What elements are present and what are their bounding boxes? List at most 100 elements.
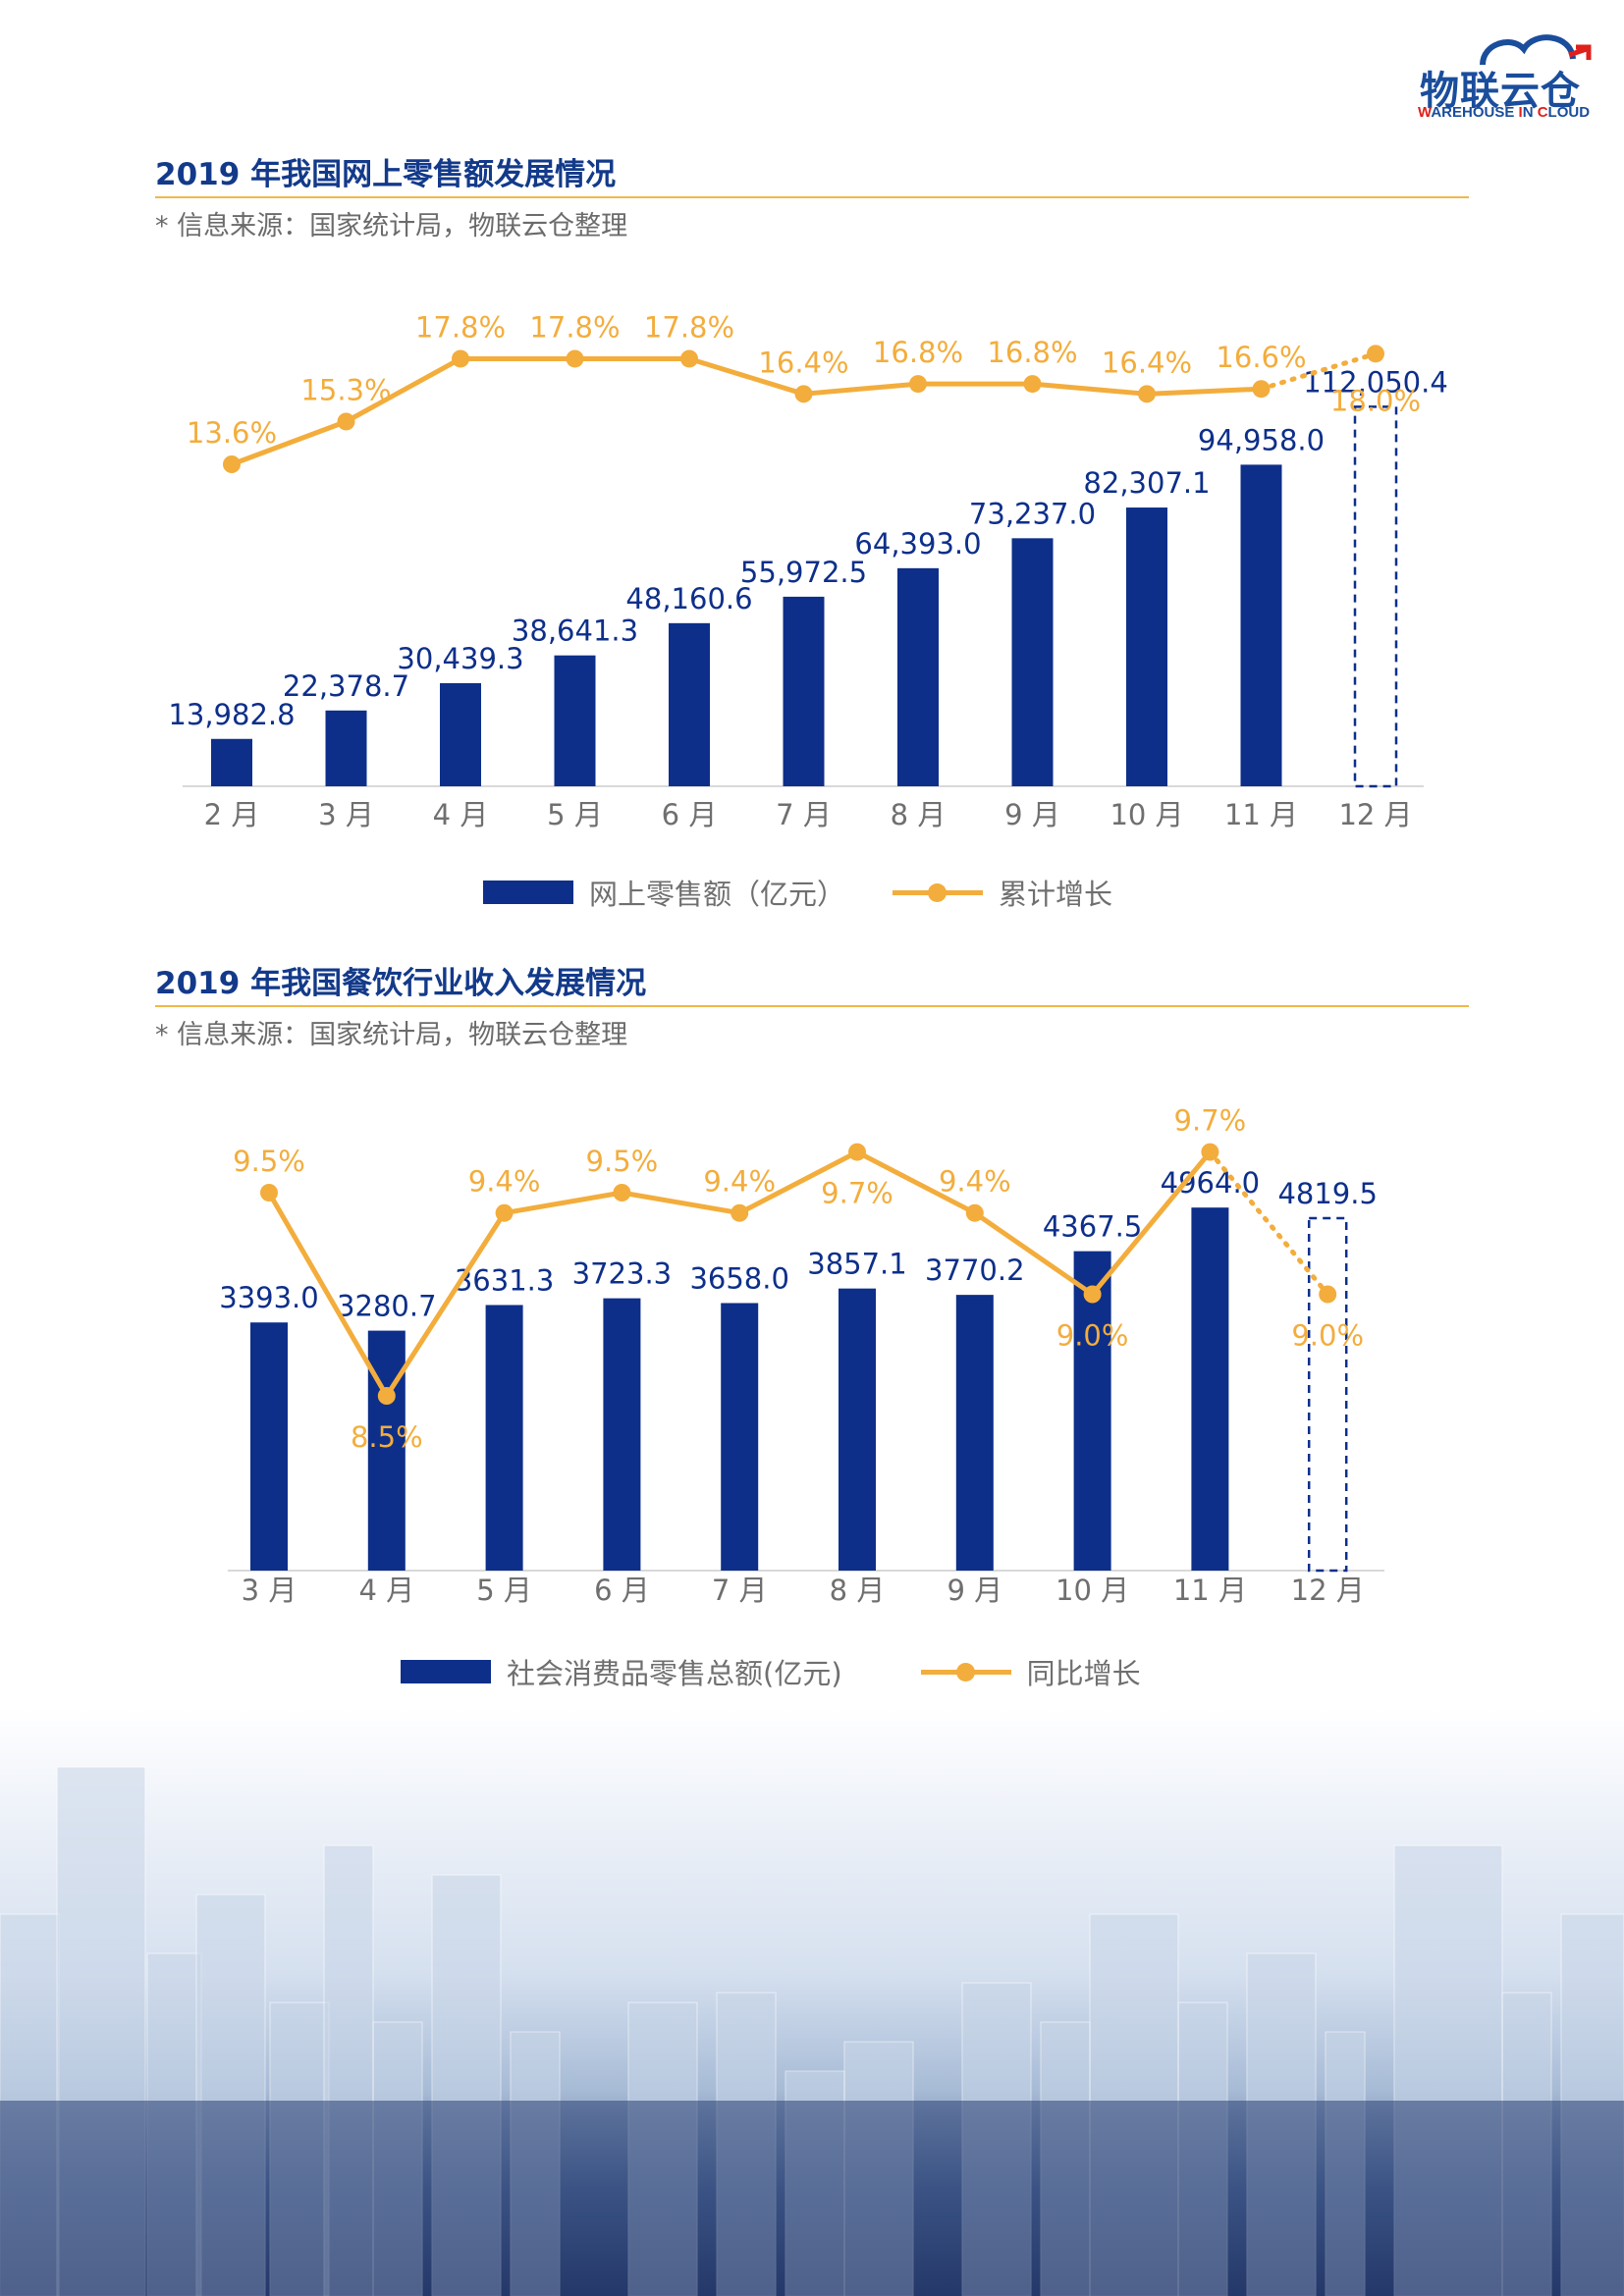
catering-revenue-chart: 3393.0 3 月 3280.7 4 月 3631.3 5 月 3723.3 6 月 3658… xyxy=(219,1104,1384,1607)
x-tick-label: 3 月 xyxy=(242,1574,298,1607)
bar-value-label: 64,393.0 xyxy=(854,527,981,561)
series-line-estimated xyxy=(1207,1149,1330,1297)
cloud-icon xyxy=(1480,34,1592,66)
legend-line-label: 同比增长 xyxy=(1026,1657,1141,1690)
section2-source: * 信息来源：国家统计局，物联云仓整理 xyxy=(155,1020,628,1050)
line-point xyxy=(495,1203,514,1222)
bar xyxy=(250,1322,288,1571)
online-retail-chart: 13,982.8 2 月 22,378.7 3 月 30,439.3 4 月 38,641.… xyxy=(168,310,1448,831)
x-tick-label: 5 月 xyxy=(476,1574,532,1607)
legend-bar-swatch xyxy=(401,1660,491,1683)
line-point xyxy=(452,349,469,368)
bar-value-label: 3393.0 xyxy=(219,1281,318,1314)
bar-value-label: 82,307.1 xyxy=(1083,466,1210,500)
bar-value-label: 112,050.4 xyxy=(1303,365,1448,399)
bar xyxy=(721,1303,759,1571)
line-value-label: 17.8% xyxy=(529,310,620,344)
line-point xyxy=(223,455,241,473)
line-point xyxy=(731,1203,749,1222)
legend-item-line: 同比增长 xyxy=(920,1651,1141,1692)
section1-source: * 信息来源：国家统计局，物联云仓整理 xyxy=(155,211,628,241)
x-tick-label: 12 月 xyxy=(1338,798,1412,831)
line-point xyxy=(1138,385,1156,403)
line-value-label: 13.6% xyxy=(187,416,277,450)
logo-mark: 物联云仓 xyxy=(1420,69,1581,114)
line-point xyxy=(1252,380,1271,399)
section1-title: 2019 年我国网上零售额发展情况 xyxy=(155,157,617,192)
bar-value-label: 30,439.3 xyxy=(397,642,523,675)
legend-item-line: 累计增长 xyxy=(893,872,1112,913)
bar-value-label: 94,958.0 xyxy=(1198,423,1325,456)
line-point xyxy=(909,375,927,394)
bar xyxy=(603,1298,641,1571)
line-point xyxy=(337,412,355,431)
chart2-legend: 社会消费品零售总额(亿元) 同比增长 xyxy=(401,1651,1141,1692)
x-tick-label: 9 月 xyxy=(1004,798,1060,831)
x-tick-label: 12 月 xyxy=(1291,1574,1365,1607)
x-tick-label: 8 月 xyxy=(891,798,947,831)
line-point xyxy=(1201,1143,1219,1161)
bar xyxy=(440,682,481,786)
bar-value-label: 55,972.5 xyxy=(740,556,867,589)
section2-divider xyxy=(155,1005,1469,1007)
x-tick-label: 4 月 xyxy=(358,1574,414,1607)
line-value-label: 9.7% xyxy=(1174,1104,1247,1138)
legend-item-bar: 网上零售额（亿元） xyxy=(483,872,845,913)
bar xyxy=(955,1295,994,1571)
x-tick-label: 6 月 xyxy=(594,1574,650,1607)
legend-bar-label: 社会消费品零售总额(亿元) xyxy=(507,1657,842,1690)
line-point xyxy=(1319,1285,1337,1304)
line-value-label: 9.5% xyxy=(233,1145,305,1178)
line-point xyxy=(680,349,698,368)
legend-item-bar: 社会消费品零售总额(亿元) xyxy=(401,1651,842,1692)
line-value-label: 9.7% xyxy=(821,1177,893,1210)
bar-value-label: 3631.3 xyxy=(455,1263,554,1297)
bar xyxy=(1126,507,1167,786)
line-value-label: 16.8% xyxy=(987,336,1077,369)
line-value-label: 17.8% xyxy=(415,310,506,344)
bar-value-label: 38,641.3 xyxy=(512,614,638,648)
line-value-label: 9.0% xyxy=(1291,1319,1364,1353)
line-point xyxy=(794,385,813,403)
line-value-label: 9.4% xyxy=(703,1165,776,1199)
section1-divider xyxy=(155,196,1469,198)
bar-value-label: 3857.1 xyxy=(807,1248,906,1281)
bar-value-label: 4367.5 xyxy=(1043,1210,1142,1244)
city-skyline-background xyxy=(0,1708,1624,2296)
x-tick-label: 11 月 xyxy=(1173,1574,1247,1607)
bar xyxy=(1240,464,1282,786)
bar-value-label: 4819.5 xyxy=(1277,1177,1377,1210)
series-line-estimated xyxy=(1259,350,1379,392)
legend-line-label: 累计增长 xyxy=(999,878,1113,911)
x-tick-label: 5 月 xyxy=(547,798,603,831)
bar-value-label: 3658.0 xyxy=(689,1261,788,1295)
bar-value-label: 48,160.6 xyxy=(625,582,752,615)
logo-subtitle: WAREHOUSE IN CLOUD xyxy=(1418,104,1591,121)
line-point xyxy=(848,1143,866,1161)
bar-estimated xyxy=(1353,405,1398,788)
x-tick-label: 4 月 xyxy=(433,798,489,831)
line-value-label: 8.5% xyxy=(351,1420,423,1454)
x-tick-label: 8 月 xyxy=(830,1574,886,1607)
bar xyxy=(897,567,939,786)
x-tick-label: 11 月 xyxy=(1224,798,1298,831)
line-value-label: 15.3% xyxy=(300,373,391,406)
bar xyxy=(839,1288,876,1571)
bar xyxy=(325,710,367,786)
bar-value-label: 3770.2 xyxy=(925,1254,1024,1287)
bar xyxy=(669,622,710,786)
bar xyxy=(554,655,596,786)
x-tick-label: 3 月 xyxy=(318,798,374,831)
series-line xyxy=(231,355,1262,467)
line-point xyxy=(613,1184,631,1201)
brand-logo: 物联云仓 WAREHOUSE IN CLOUD xyxy=(1414,26,1600,124)
line-point xyxy=(566,349,584,368)
bar-value-label: 3723.3 xyxy=(572,1257,672,1291)
line-value-label: 16.6% xyxy=(1216,341,1306,374)
line-value-label: 9.0% xyxy=(1056,1319,1129,1353)
line-point xyxy=(965,1203,984,1222)
line-point xyxy=(260,1184,278,1201)
x-tick-label: 10 月 xyxy=(1056,1574,1129,1607)
line-value-label: 9.4% xyxy=(468,1165,541,1199)
chart1-legend: 网上零售额（亿元） 累计增长 xyxy=(483,872,1112,913)
